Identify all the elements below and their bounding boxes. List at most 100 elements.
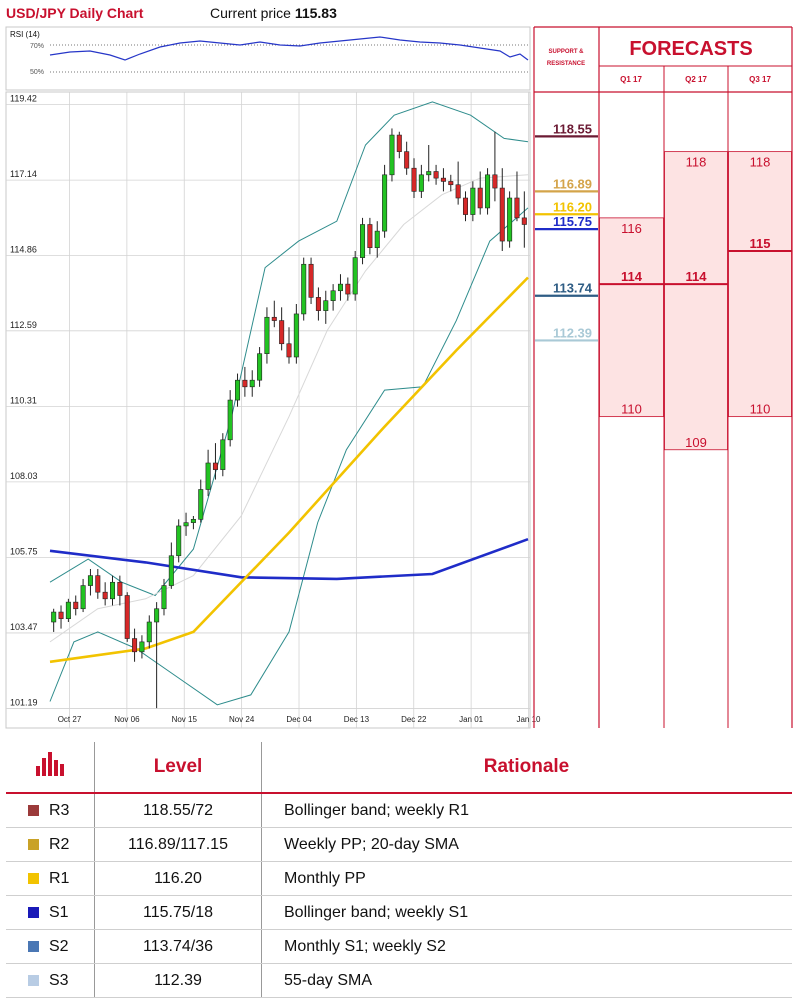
candle-body-up <box>374 230 380 248</box>
candle <box>470 181 476 222</box>
candle-body-down <box>132 638 138 653</box>
candle-body-up <box>264 316 270 354</box>
candle <box>440 168 446 192</box>
candle-body-down <box>117 581 123 596</box>
sr-value: 115.75 <box>553 214 592 229</box>
candle-body-up <box>80 585 86 610</box>
bollinger-upper-line <box>49 101 529 597</box>
level-rationale: Monthly S1; weekly S2 <box>261 929 792 964</box>
y-tick-label: 112.59 <box>10 320 37 330</box>
table-icon-cell <box>6 742 95 794</box>
forecast-high: 116 <box>621 221 642 236</box>
candle-body-up <box>485 174 491 209</box>
candle <box>514 171 520 222</box>
candle-body-down <box>286 343 292 358</box>
rsi-line <box>49 36 529 61</box>
candle <box>293 304 299 364</box>
y-tick-label: 117.14 <box>10 169 37 179</box>
candle <box>286 327 292 364</box>
candle-body-up <box>65 601 71 619</box>
candle <box>448 174 454 192</box>
candle-body-down <box>492 174 498 189</box>
y-tick-label: 114.86 <box>10 245 37 255</box>
candles <box>51 128 527 709</box>
forecast-low: 109 <box>685 435 707 450</box>
candle-body-down <box>95 575 101 593</box>
candle-body-down <box>404 151 410 169</box>
candle <box>80 578 86 613</box>
candle <box>65 598 71 622</box>
candle-body-up <box>110 581 116 600</box>
forecast-col-q3: Q3 17 <box>749 75 771 84</box>
current-price: Current price 115.83 <box>210 5 337 21</box>
candle <box>337 274 343 301</box>
candle-body-down <box>462 197 468 215</box>
forecast-mid: 114 <box>686 269 708 284</box>
candle <box>433 164 439 185</box>
table-row: R3 118.55/72 Bollinger band; weekly R1 <box>6 793 792 828</box>
candle-body-down <box>212 462 218 470</box>
level-name: S3 <box>49 971 69 989</box>
forecast-low: 110 <box>750 402 771 417</box>
candle <box>73 595 79 616</box>
candle-body-down <box>367 224 373 248</box>
sr-header-line2: RESISTANCE <box>547 61 585 67</box>
level-rationale: Bollinger band; weekly S1 <box>261 895 792 930</box>
candle <box>492 131 498 202</box>
level-value: 112.39 <box>94 963 262 998</box>
candle-body-up <box>507 197 513 242</box>
sr-header-line1: SUPPORT & <box>548 49 584 55</box>
candle <box>485 168 491 215</box>
sr-value: 112.39 <box>553 325 592 340</box>
candle <box>154 602 160 709</box>
x-tick-label: Jan 01 <box>459 715 484 724</box>
levels-table-header: Level Rationale <box>6 742 792 794</box>
candle-body-up <box>382 174 388 232</box>
bollinger-lower-line <box>49 207 529 706</box>
chart-title: USD/JPY Daily Chart <box>6 5 144 21</box>
level-rationale: Weekly PP; 20-day SMA <box>261 827 792 862</box>
candle <box>249 370 255 397</box>
table-row: S3 112.39 55-day SMA <box>6 963 792 998</box>
candle-body-up <box>146 621 152 643</box>
level-name: S1 <box>49 903 69 921</box>
levels-table: Level Rationale R3 118.55/72 Bollinger b… <box>6 742 792 998</box>
candle-body-down <box>124 595 130 639</box>
candle-body-up <box>426 171 432 176</box>
level-value: 116.20 <box>94 861 262 896</box>
level-swatch <box>28 940 39 952</box>
level-value: 113.74/36 <box>94 929 262 964</box>
forecast-mid: 115 <box>750 236 771 251</box>
x-tick-label: Nov 24 <box>229 715 255 724</box>
forecast-low: 110 <box>621 402 642 417</box>
candle-body-up <box>235 379 241 401</box>
candle <box>352 251 358 301</box>
y-tick-label: 101.19 <box>10 697 38 707</box>
level-value: 118.55/72 <box>94 793 262 828</box>
forecast-col-q2: Q2 17 <box>685 75 707 84</box>
level-value: 115.75/18 <box>94 895 262 930</box>
level-rationale: Bollinger band; weekly R1 <box>261 793 792 828</box>
candle <box>176 519 182 563</box>
level-swatch <box>28 804 39 816</box>
sma-line-1 <box>49 276 529 664</box>
candle <box>146 615 152 649</box>
candle-body-up <box>323 300 329 311</box>
candle <box>396 131 402 159</box>
candle <box>190 516 196 530</box>
candle <box>301 257 307 321</box>
level-swatch <box>28 838 39 850</box>
candle-body-up <box>154 608 160 623</box>
forecast-range <box>664 151 728 451</box>
candle-body-down <box>308 263 314 298</box>
candle <box>102 582 108 606</box>
candle-body-down <box>433 171 439 179</box>
candle <box>411 158 417 198</box>
candle <box>183 512 189 536</box>
candle <box>124 592 130 642</box>
candle <box>271 300 277 328</box>
y-tick-label: 110.31 <box>10 395 37 405</box>
candle-body-down <box>279 320 285 345</box>
candle <box>507 191 513 248</box>
